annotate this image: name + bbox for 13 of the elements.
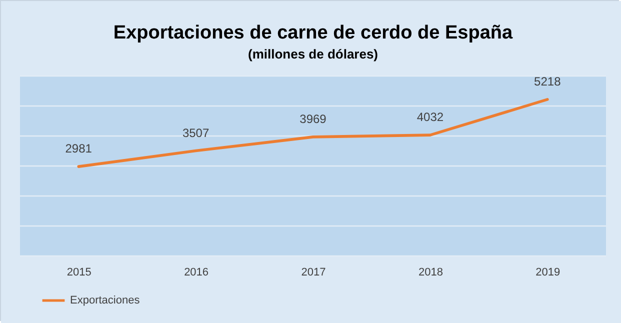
- chart-subtitle: (millones de dólares): [248, 46, 378, 62]
- legend-label: Exportaciones: [70, 294, 140, 306]
- x-tick-label: 2017: [301, 266, 326, 278]
- data-label: 2981: [65, 142, 92, 156]
- data-label: 5218: [534, 74, 562, 88]
- x-tick-label: 2018: [418, 266, 443, 278]
- data-label: 3969: [300, 112, 327, 126]
- data-label: 3507: [182, 126, 210, 140]
- x-tick-label: 2019: [536, 266, 560, 278]
- x-tick-label: 2016: [184, 266, 209, 278]
- chart-title: Exportaciones de carne de cerdo de España: [113, 22, 514, 44]
- x-tick-label: 2015: [66, 266, 92, 278]
- data-label: 4032: [416, 110, 444, 124]
